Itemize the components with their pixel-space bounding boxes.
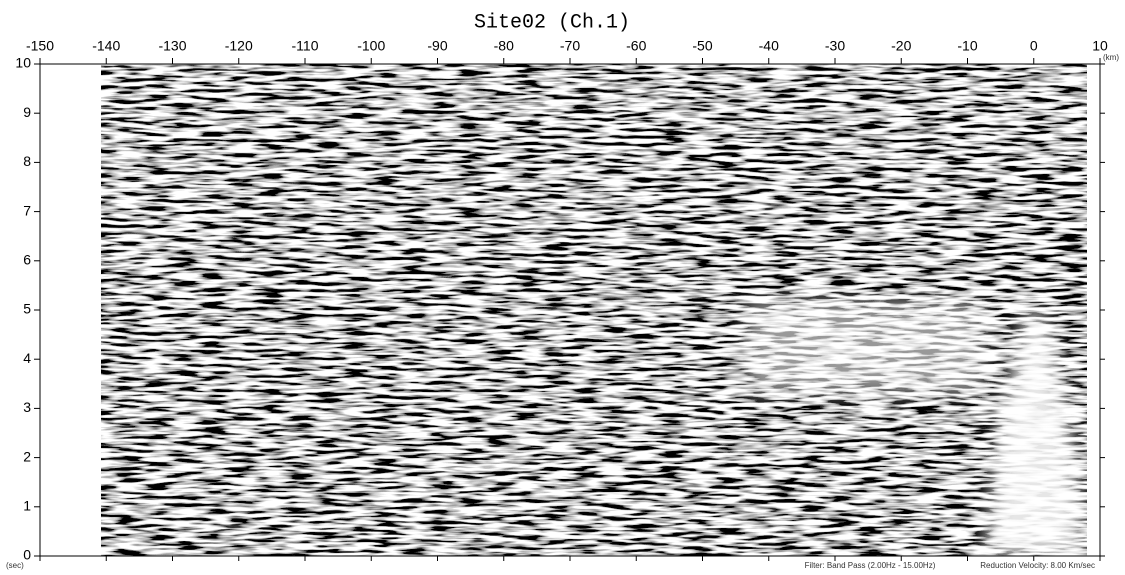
y-tick-label: 4 bbox=[23, 350, 31, 366]
x-tick-label: -150 bbox=[26, 38, 54, 54]
y-tick-label: 7 bbox=[23, 202, 31, 218]
x-tick-label: -70 bbox=[560, 38, 580, 54]
y-tick-label: 6 bbox=[23, 252, 31, 268]
y-tick-label: 3 bbox=[23, 399, 31, 415]
x-tick-label: -90 bbox=[427, 38, 447, 54]
y-unit: (sec) bbox=[6, 561, 24, 570]
x-tick-label: -10 bbox=[957, 38, 977, 54]
x-tick-label: -80 bbox=[494, 38, 514, 54]
annotation: Reduction Velocity: 8.00 Km/sec bbox=[980, 561, 1095, 570]
x-tick-label: 0 bbox=[1030, 38, 1038, 54]
x-tick-label: -40 bbox=[759, 38, 779, 54]
y-tick-label: 9 bbox=[23, 104, 31, 120]
x-tick-label: -110 bbox=[292, 38, 319, 54]
y-tick-label: 1 bbox=[23, 498, 31, 514]
x-tick-label: 10 bbox=[1092, 38, 1108, 54]
y-tick-label: 10 bbox=[15, 55, 31, 71]
x-unit: (km) bbox=[1103, 53, 1119, 62]
chart-title: Site02 (Ch.1) bbox=[474, 11, 630, 34]
x-tick-label: -50 bbox=[692, 38, 712, 54]
y-tick-label: 5 bbox=[23, 301, 31, 317]
section-image bbox=[101, 64, 1087, 556]
annotation: Filter: Band Pass (2.00Hz - 15.00Hz) bbox=[805, 561, 936, 570]
x-tick-label: -30 bbox=[825, 38, 845, 54]
direct-wave-cone bbox=[985, 300, 1087, 556]
x-tick-label: -20 bbox=[891, 38, 911, 54]
y-tick-label: 8 bbox=[23, 153, 31, 169]
quiet-zone bbox=[745, 300, 985, 395]
x-tick-label: -120 bbox=[225, 38, 253, 54]
x-tick-label: -100 bbox=[357, 38, 385, 54]
y-tick-label: 2 bbox=[23, 448, 31, 464]
x-tick-label: -130 bbox=[158, 38, 186, 54]
x-tick-label: -140 bbox=[92, 38, 120, 54]
y-tick-label: 0 bbox=[23, 547, 31, 563]
x-tick-label: -60 bbox=[626, 38, 646, 54]
